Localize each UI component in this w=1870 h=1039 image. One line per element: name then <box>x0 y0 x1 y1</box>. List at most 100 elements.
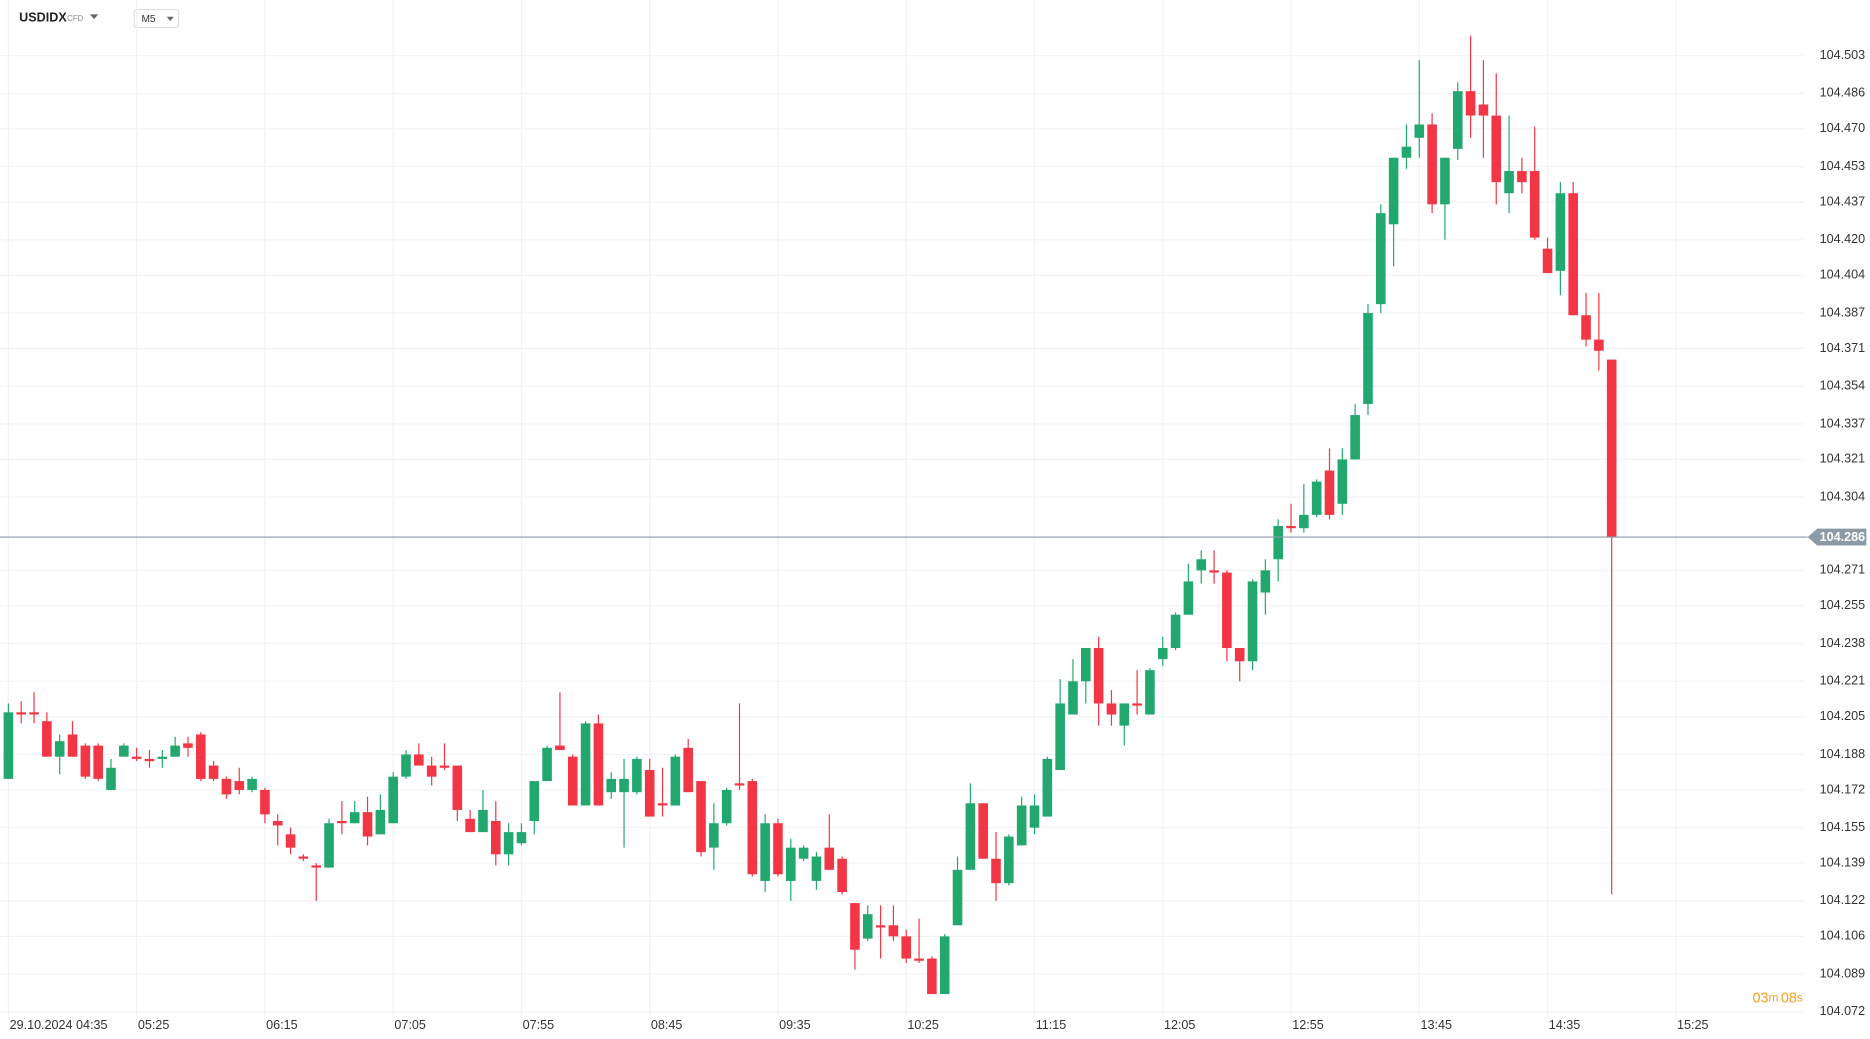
interval-selector[interactable] <box>133 8 180 29</box>
candle-body <box>1106 703 1117 715</box>
y-tick-label: 104.387 <box>1820 305 1865 319</box>
last-price-label: 104.286 <box>1820 530 1865 544</box>
candle-body <box>837 858 847 893</box>
candle-body <box>1555 193 1566 271</box>
candle-body <box>1504 171 1514 194</box>
candle-body <box>490 821 501 855</box>
candle-body <box>1170 614 1181 648</box>
interval: M5 <box>141 14 155 25</box>
y-tick-label: 104.205 <box>1820 709 1865 723</box>
candle-body <box>426 765 437 777</box>
candle-body <box>1157 647 1168 660</box>
symbol-dropdown[interactable] <box>89 14 99 20</box>
candle-body <box>580 723 591 806</box>
candle-body <box>1594 339 1604 351</box>
candle-body <box>1196 559 1207 571</box>
candle-body <box>606 778 617 793</box>
y-tick-label: 104.420 <box>1820 232 1865 246</box>
candle-body <box>862 914 873 939</box>
y-tick-label: 104.122 <box>1820 893 1865 907</box>
y-tick-label: 104.188 <box>1820 747 1865 761</box>
candle-body <box>747 781 758 875</box>
candle-body <box>54 741 65 757</box>
symbol: USDIDX <box>19 10 67 24</box>
y-tick-label: 104.304 <box>1820 489 1865 503</box>
candle-body <box>131 756 142 759</box>
candle-body <box>1286 525 1296 529</box>
y-tick-label: 104.172 <box>1820 782 1865 796</box>
candle-body <box>195 734 206 779</box>
y-tick-label: 104.470 <box>1820 121 1865 135</box>
candle-body <box>734 783 745 786</box>
candle-body <box>709 823 719 848</box>
candle-body <box>657 803 668 806</box>
candle-body <box>1081 647 1091 682</box>
candle-body <box>991 858 1001 884</box>
candle-body <box>1376 213 1386 305</box>
x-tick-label: 12:05 <box>1164 1018 1195 1032</box>
candle-body <box>157 756 168 759</box>
toolbar: USDIDX CFD M5 <box>19 8 180 29</box>
interval-dropdown <box>166 16 174 21</box>
candle-body <box>670 756 681 806</box>
candle-body <box>144 758 155 762</box>
candle-body <box>888 925 899 937</box>
candle-body <box>785 847 796 881</box>
candle-body <box>555 745 565 751</box>
candle-body <box>1337 459 1348 504</box>
candle-body <box>1388 157 1399 225</box>
candle-body <box>1606 359 1617 538</box>
candle-body <box>529 781 540 822</box>
candle-body <box>1478 104 1489 116</box>
grid <box>0 0 1805 1017</box>
candle-body <box>1145 670 1155 715</box>
candle-body <box>1209 570 1219 573</box>
candle-body <box>824 847 835 870</box>
candle-body <box>1568 193 1578 316</box>
candle-body <box>760 823 770 881</box>
candle-body <box>516 832 527 844</box>
candle-body <box>1517 171 1527 183</box>
candle-body <box>1093 647 1104 704</box>
candle-body <box>234 781 245 790</box>
candle-body <box>183 743 193 748</box>
candle-body <box>593 723 604 806</box>
candle-body <box>1311 481 1322 515</box>
candle-body <box>1273 525 1283 560</box>
candle-body <box>1401 146 1412 158</box>
candle-body <box>452 765 463 810</box>
candle-body <box>1440 157 1450 205</box>
candle-body <box>965 803 976 870</box>
y-tick-label: 104.155 <box>1820 820 1865 834</box>
x-tick-label: 13:45 <box>1420 1018 1451 1032</box>
candle-body <box>914 958 924 961</box>
candle-body <box>939 936 950 995</box>
candle-body <box>93 745 103 779</box>
countdown-minutes-unit: m <box>1769 990 1779 1004</box>
candle-body <box>567 756 578 806</box>
instrument-kind: CFD <box>67 14 83 23</box>
y-tick-label: 104.321 <box>1820 452 1865 466</box>
candle-body <box>414 754 424 766</box>
candle-body <box>170 745 180 757</box>
countdown-seconds-unit: s <box>1797 990 1803 1004</box>
candle-body <box>619 778 629 793</box>
x-tick-label: 10:25 <box>907 1018 938 1032</box>
candle-body <box>1068 681 1078 715</box>
y-tick-label: 104.139 <box>1820 855 1865 869</box>
candle-body <box>1350 415 1360 460</box>
y-tick-label: 104.453 <box>1820 159 1865 173</box>
candle-body <box>1004 836 1014 884</box>
candle-body <box>952 869 963 926</box>
x-tick-label: 08:45 <box>651 1018 682 1032</box>
y-tick-label: 104.221 <box>1820 674 1865 688</box>
candle-body <box>798 847 809 859</box>
candle-body <box>542 747 552 782</box>
countdown-minutes: 03 <box>1753 990 1769 1006</box>
candle-body <box>1029 805 1040 828</box>
candle-body <box>349 812 360 824</box>
x-tick-label: 07:05 <box>394 1018 425 1032</box>
candle-body <box>1324 470 1335 515</box>
